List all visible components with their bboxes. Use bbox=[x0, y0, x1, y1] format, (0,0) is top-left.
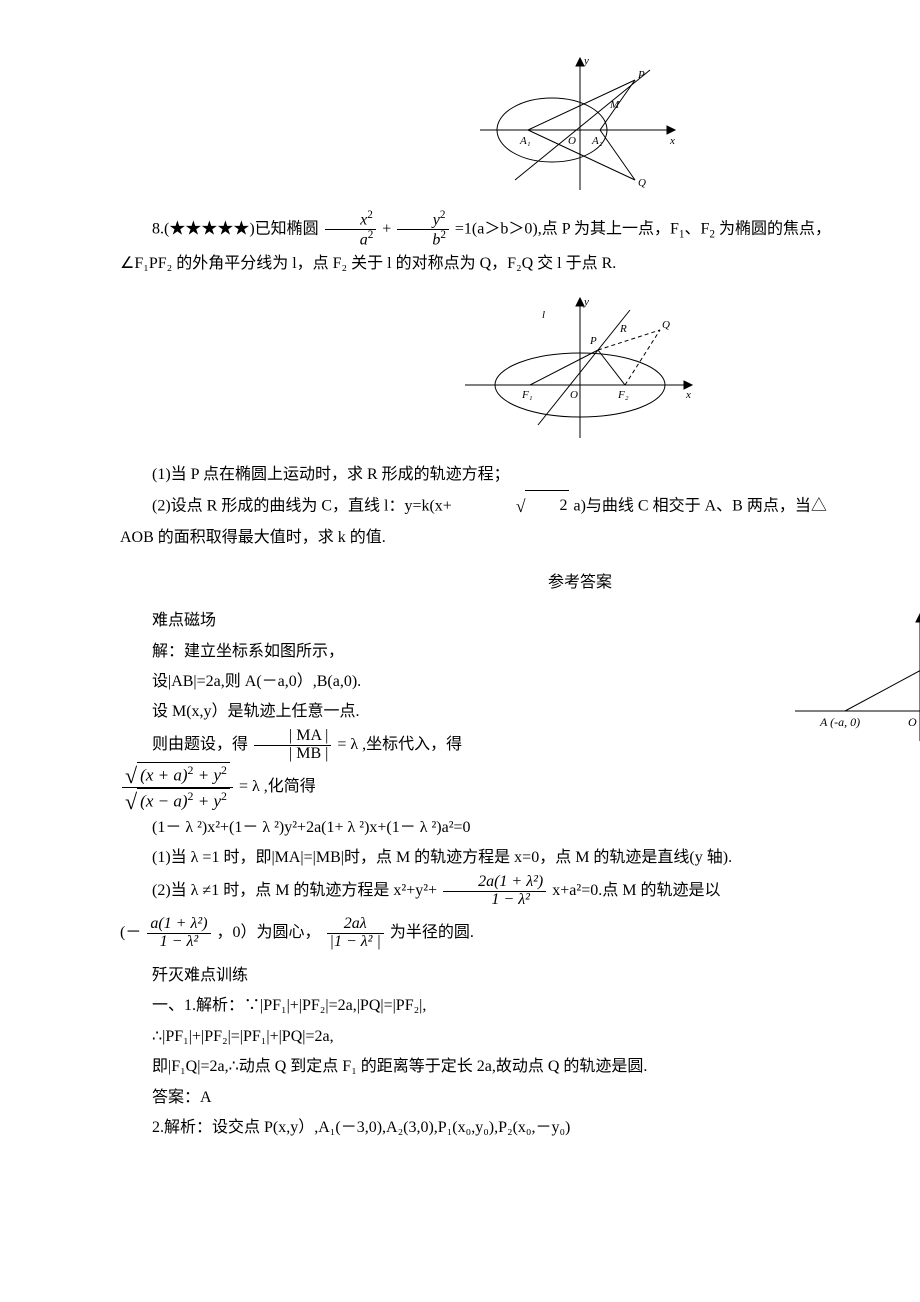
svg-text:F₂: F₂ bbox=[617, 389, 629, 401]
case2-a: (2)当 λ ≠1 时，点 M 的轨迹方程是 x²+y²+ bbox=[152, 882, 437, 899]
frac-ma-mb: | MA | | MB | bbox=[254, 728, 331, 763]
case2-b: x+a²=0.点 M 的轨迹是以 bbox=[552, 882, 720, 899]
svg-text:P: P bbox=[637, 69, 645, 81]
svg-text:O: O bbox=[908, 715, 917, 729]
center-b: ，0）为圆心， bbox=[217, 924, 321, 941]
ans1-l3: 即|F₁Q|=2a,∴动点 Q 到定点 F₁ 的距离等于定长 2a,故动点 Q … bbox=[120, 1052, 920, 1082]
svg-text:A₂: A₂ bbox=[591, 135, 603, 147]
bigfrac-after: = λ ,化简得 bbox=[239, 778, 316, 795]
center-a: (－ bbox=[120, 924, 141, 941]
svg-text:O: O bbox=[570, 389, 578, 401]
figure-3: y x M (x, y) A (-a, 0) B (a, 0) O bbox=[790, 606, 920, 746]
svg-text:M: M bbox=[609, 99, 620, 111]
center-line: (－ a(1 + λ²) 1 − λ² ，0）为圆心， 2aλ |1 − λ² … bbox=[120, 916, 920, 951]
frac-x2-a2: x2 a2 bbox=[325, 210, 377, 249]
svg-text:R: R bbox=[619, 323, 627, 335]
svg-text:x: x bbox=[669, 135, 675, 147]
figure-1: y x A₁ A₂ O P Q M bbox=[480, 50, 680, 190]
prob8-text-d: 为椭圆的焦点， bbox=[715, 220, 831, 237]
svg-text:A₁: A₁ bbox=[519, 135, 531, 147]
ans1-l2: ∴|PF₁|+|PF₂|=|PF₁|+|PQ|=2a, bbox=[120, 1022, 920, 1052]
sqrt-2: √2 bbox=[452, 490, 570, 523]
sol-l4-a: 则由题设，得 bbox=[152, 736, 248, 753]
frac-2a1l: 2a(1 + λ²) 1 − λ² bbox=[443, 874, 546, 909]
svg-text:A (-a, 0): A (-a, 0) bbox=[819, 715, 860, 729]
frac-y2-b2: y2 b2 bbox=[397, 210, 449, 249]
svg-text:Q: Q bbox=[638, 177, 646, 189]
sol-l4-b: = λ ,坐标代入，得 bbox=[337, 736, 462, 753]
svg-text:F₁: F₁ bbox=[521, 389, 533, 401]
svg-text:y: y bbox=[583, 296, 589, 308]
case1-line: (1)当 λ =1 时，即|MA|=|MB|时，点 M 的轨迹方程是 x=0，点… bbox=[120, 843, 920, 873]
big-frac: √(x + a)2 + y2 √(x − a)2 + y2 bbox=[122, 762, 233, 813]
ans2-line: 2.解析：设交点 P(x,y）,A₁(－3,0),A₂(3,0),P₁(x₀,y… bbox=[120, 1113, 920, 1143]
q2-b: a)与曲线 C 相交于 A、B 两点，当△ bbox=[569, 497, 826, 514]
center-c: 为半径的圆. bbox=[390, 924, 474, 941]
prob8-stars: ★★★★★ bbox=[169, 220, 249, 237]
ans1-l4: 答案：A bbox=[120, 1083, 920, 1113]
frac-center-2: 2aλ |1 − λ² | bbox=[327, 916, 384, 951]
sec2-title: 歼灭难点训练 bbox=[120, 961, 920, 991]
plus-1: + bbox=[382, 220, 391, 237]
problem-8-line-1: 8.(★★★★★)已知椭圆 x2 a2 + y2 b2 =1(a＞b＞0),点 … bbox=[120, 210, 920, 249]
figure-2: y x l F₁ F₂ O P R Q bbox=[460, 290, 700, 440]
frac-center-1: a(1 + λ²) 1 − λ² bbox=[147, 916, 210, 951]
prob8-text-a: )已知椭圆 bbox=[249, 220, 318, 237]
case2-line: (2)当 λ ≠1 时，点 M 的轨迹方程是 x²+y²+ 2a(1 + λ²)… bbox=[120, 874, 920, 909]
problem-8-q2-line2: AOB 的面积取得最大值时，求 k 的值. bbox=[120, 523, 920, 553]
poly-line: (1－ λ ²)x²+(1－ λ ²)y²+2a(1+ λ ²)x+(1－ λ … bbox=[120, 813, 920, 843]
problem-8-q2-line1: (2)设点 R 形成的曲线为 C，直线 l：y=k(x+√2 a)与曲线 C 相… bbox=[120, 490, 920, 523]
svg-text:y: y bbox=[583, 55, 589, 67]
svg-text:x: x bbox=[685, 389, 691, 401]
svg-text:Q: Q bbox=[662, 319, 670, 331]
prob8-prefix: 8.( bbox=[152, 220, 169, 237]
svg-text:O: O bbox=[568, 135, 576, 147]
prob8-text-c: 、F bbox=[685, 220, 710, 237]
prob8-text-b: =1(a＞b＞0),点 P 为其上一点，F bbox=[455, 220, 679, 237]
problem-8-q1: (1)当 P 点在椭圆上运动时，求 R 形成的轨迹方程； bbox=[120, 460, 920, 490]
q2-a: (2)设点 R 形成的曲线为 C，直线 l：y=k(x+ bbox=[152, 497, 452, 514]
svg-text:P: P bbox=[589, 335, 597, 347]
answers-title: 参考答案 bbox=[120, 568, 920, 598]
ans1-l1: 一、1.解析：∵|PF₁|+|PF₂|=2a,|PQ|=|PF₂|, bbox=[120, 991, 920, 1021]
svg-text:l: l bbox=[542, 309, 545, 321]
big-fraction-line: √(x + a)2 + y2 √(x − a)2 + y2 = λ ,化简得 bbox=[120, 762, 920, 813]
problem-8-line-2: ∠F₁PF₂ 的外角平分线为 l，点 F₂ 关于 l 的对称点为 Q，F₂Q 交… bbox=[120, 249, 920, 279]
